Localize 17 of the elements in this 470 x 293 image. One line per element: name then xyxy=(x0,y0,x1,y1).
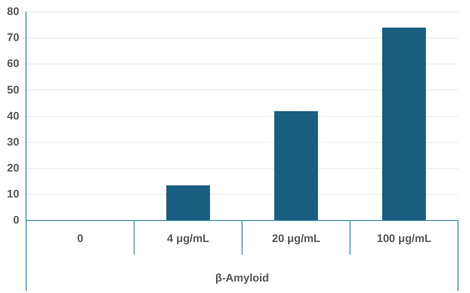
y-tick-label: 70 xyxy=(6,32,20,44)
y-tick-label: 50 xyxy=(6,84,20,96)
x-tick-label: 4 μg/mL xyxy=(167,233,210,246)
y-tick-label: 80 xyxy=(6,6,20,18)
y-tick-label: 60 xyxy=(6,58,20,70)
x-axis-title: β-Amyloid xyxy=(215,272,270,284)
x-tick-label: 100 μg/mL xyxy=(376,233,432,246)
bar xyxy=(166,185,210,220)
y-tick-label: 0 xyxy=(13,214,20,227)
y-tick-label: 30 xyxy=(6,136,20,148)
bar xyxy=(382,28,426,220)
y-tick-label: 20 xyxy=(6,162,20,174)
bar xyxy=(274,111,318,220)
y-tick-label: 10 xyxy=(6,188,20,201)
y-tick-label: 40 xyxy=(6,110,20,122)
x-tick-label: 0 xyxy=(77,233,84,246)
x-tick-label: 20 μg/mL xyxy=(272,233,321,246)
